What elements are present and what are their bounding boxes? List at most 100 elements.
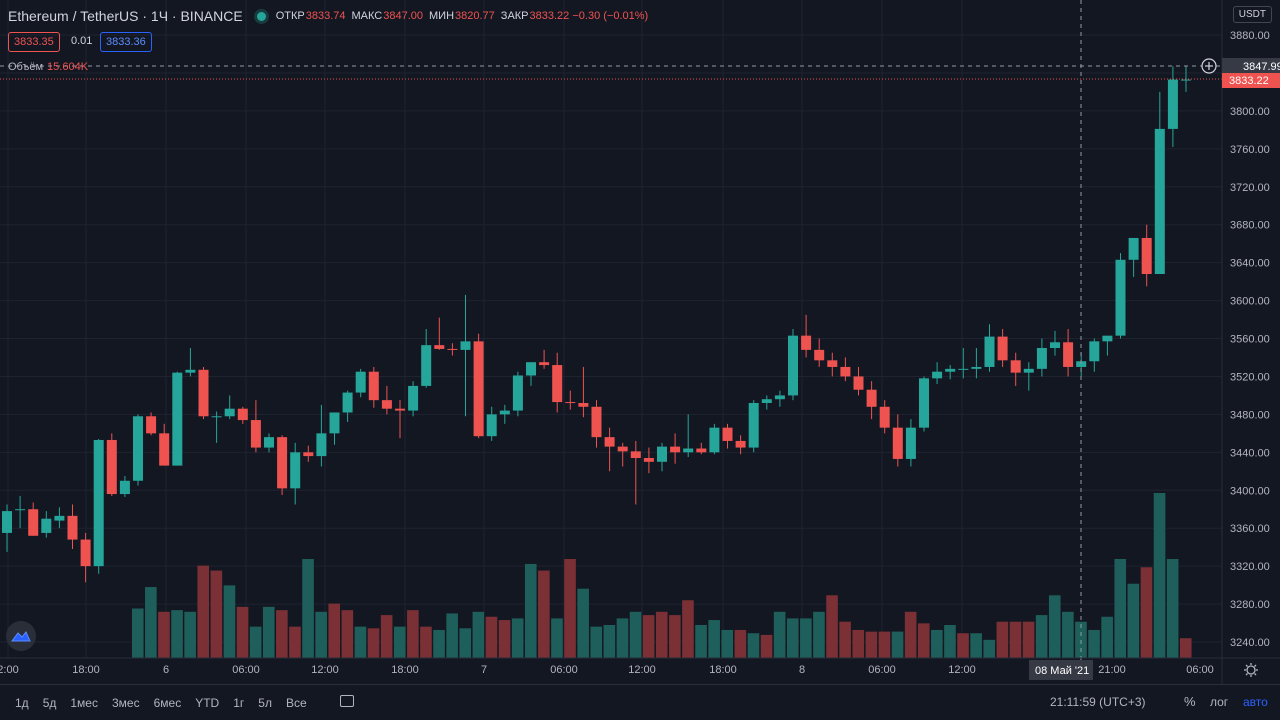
volume-bar (289, 626, 301, 658)
range-button[interactable]: YTD (195, 695, 220, 710)
candle (408, 381, 419, 417)
candle (1115, 253, 1126, 339)
candle (539, 349, 550, 369)
price-tick-label: 3680.00 (1230, 220, 1270, 232)
percent-toggle[interactable]: % (1184, 694, 1196, 709)
range-button[interactable]: 6мес (153, 695, 182, 710)
volume-bar (669, 615, 681, 658)
candle (421, 329, 432, 388)
candle (512, 371, 523, 417)
candle (932, 362, 943, 385)
candle (1050, 330, 1060, 356)
volume-bar (878, 631, 891, 658)
volume-bar (760, 634, 773, 658)
volume-bar (131, 608, 144, 658)
volume-bar (184, 611, 196, 658)
price-tick-label: 3760.00 (1230, 144, 1270, 156)
volume-bar (629, 611, 642, 658)
volume-bar (564, 559, 576, 658)
candle (774, 390, 785, 407)
settings-gear-icon[interactable] (1244, 663, 1258, 677)
range-button[interactable]: 3мес (111, 695, 140, 710)
candle (1141, 224, 1152, 287)
candle (198, 366, 209, 420)
volume-bar (1114, 559, 1127, 658)
candle (41, 511, 52, 538)
price-tick-label: 3360.00 (1230, 523, 1270, 535)
range-button[interactable]: 5л (258, 695, 272, 710)
volume-bar (236, 606, 249, 658)
volume-bar (931, 629, 943, 658)
time-tick-label: 12:00 (311, 664, 339, 676)
candle (919, 376, 929, 432)
candle (329, 412, 340, 445)
volume-bar (970, 633, 982, 658)
candle (657, 442, 667, 472)
log-toggle[interactable]: лог (1210, 695, 1229, 709)
range-button[interactable]: 1мес (70, 695, 98, 710)
candle (185, 347, 196, 377)
candle (840, 357, 851, 382)
volume-bar (839, 621, 851, 658)
ohlc-values: ОТКР 3833.74 МАКС 3847.00 МИН 3820.77 ЗАКР 3… (276, 10, 654, 22)
market-status-icon (256, 11, 266, 21)
time-tick-label: 06:00 (232, 664, 260, 676)
price-tick-label: 3520.00 (1230, 371, 1270, 383)
time-axis[interactable]: 2:00 18:00 6 06:00 12:00 18:00 7 06:00 12:00 18:0… (0, 664, 1214, 676)
volume-bar (262, 606, 275, 658)
volume-key: Объём (8, 61, 44, 73)
range-button[interactable]: 5д (42, 695, 57, 710)
volume-legend: Объём 15.604K (8, 61, 88, 73)
range-button[interactable]: 1г (233, 695, 245, 710)
price-axis[interactable]: 3880.003840.003800.003760.003720.003680.… (1230, 30, 1270, 649)
candle (1063, 329, 1074, 377)
candle (578, 366, 589, 418)
crosshair-add-button[interactable] (1201, 58, 1217, 74)
currency-button[interactable]: USDT (1232, 6, 1272, 23)
candle (368, 366, 379, 408)
candle (617, 442, 628, 467)
volume-bar (1127, 583, 1140, 658)
volume-bar (957, 633, 969, 658)
tradingview-logo-icon[interactable] (6, 621, 36, 651)
time-tick-label: 06:00 (550, 664, 578, 676)
volume-bar (407, 610, 419, 658)
candle (67, 504, 78, 550)
bid-price-button[interactable]: 3833.35 (8, 32, 60, 52)
symbol-title[interactable]: Ethereum / TetherUS · 1Ч · BINANCE (8, 8, 243, 24)
time-tick-label: 21:00 (1098, 664, 1126, 676)
volume-bar (145, 587, 157, 658)
volume-bar (773, 611, 786, 658)
calendar-icon[interactable] (340, 695, 354, 707)
candle (473, 333, 484, 439)
candle (54, 507, 65, 529)
clock-time[interactable]: 21:11:59 (UTC+3) (1050, 695, 1146, 709)
volume-bar (511, 618, 524, 658)
volume-bar (302, 559, 314, 658)
volume-bar (210, 570, 223, 658)
volume-bar (524, 563, 537, 658)
candle (735, 435, 746, 455)
candle (460, 294, 471, 417)
price-tick-label: 3280.00 (1230, 599, 1270, 611)
candle (1102, 335, 1113, 356)
candle (1076, 352, 1087, 377)
symbol-legend: Ethereum / TetherUS · 1Ч · BINANCE ОТКР 3… (8, 6, 654, 26)
volume-bar (590, 626, 603, 658)
candle (748, 400, 759, 453)
crosshair-price-text: 3847.99 (1243, 61, 1280, 73)
candle (945, 365, 956, 380)
candle (264, 433, 274, 453)
range-button[interactable]: 1д (15, 695, 29, 710)
candle (683, 414, 694, 458)
range-button[interactable]: Все (285, 695, 307, 710)
volume-bar (315, 611, 327, 658)
price-tick-label: 3400.00 (1230, 485, 1270, 497)
volume-bar (1153, 493, 1166, 658)
ask-price-button[interactable]: 3833.36 (100, 32, 152, 52)
candle (1089, 338, 1100, 372)
auto-toggle[interactable]: авто (1243, 695, 1268, 709)
candle (277, 435, 288, 495)
candle (119, 476, 130, 497)
